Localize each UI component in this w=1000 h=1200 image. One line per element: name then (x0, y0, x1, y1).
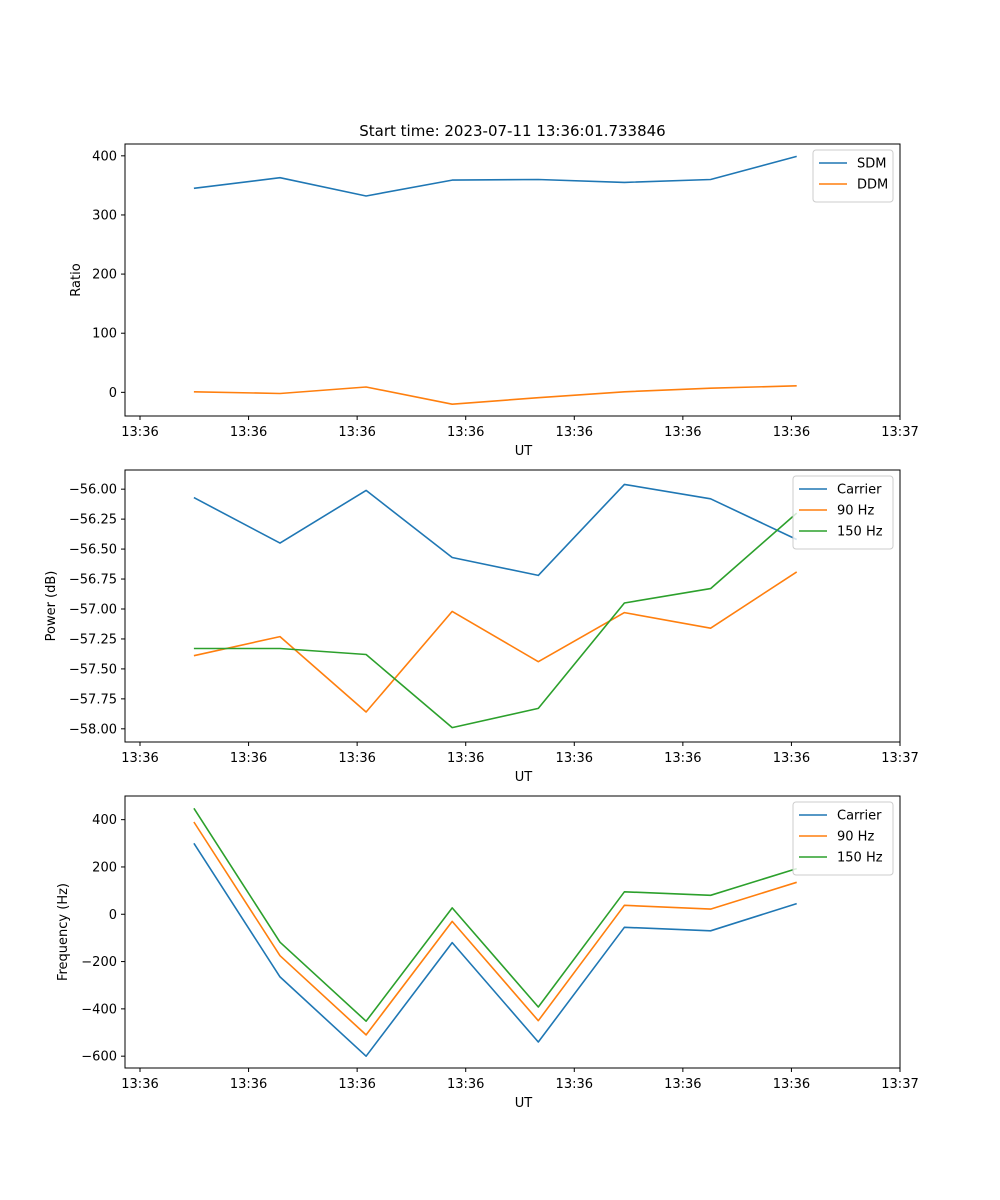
x-tick-label: 13:36 (664, 751, 701, 766)
y-tick-label: 400 (92, 813, 117, 828)
y-axis-label: Power (dB) (44, 571, 59, 642)
x-axis-label: UT (515, 444, 533, 459)
y-axis-label: Ratio (69, 263, 84, 296)
legend-label: SDM (857, 157, 886, 172)
x-tick-label: 13:36 (773, 1077, 810, 1092)
x-axis-label: UT (515, 1096, 533, 1111)
x-tick-label: 13:36 (121, 425, 158, 440)
x-tick-label: 13:37 (881, 425, 918, 440)
y-tick-label: −56.75 (69, 573, 117, 588)
legend: SDM DDM (812, 149, 894, 203)
y-tick-label: −56.50 (69, 543, 117, 558)
legend-label: DDM (857, 178, 888, 193)
y-axis-label: Frequency (Hz) (56, 883, 71, 981)
series-line-carrier (193, 842, 797, 1057)
x-tick-label: 13:36 (230, 425, 267, 440)
x-tick-label: 13:36 (121, 1077, 158, 1092)
y-tick-label: −56.25 (69, 513, 117, 528)
chart-panel-1: Start time: 2023-07-11 13:36:01.733846 13… (69, 122, 919, 459)
y-tick-label: −57.25 (69, 632, 117, 647)
y-tick-label: −57.50 (69, 662, 117, 677)
y-tick-label: −400 (81, 1002, 117, 1017)
x-tick-label: 13:36 (230, 751, 267, 766)
chart-title: Start time: 2023-07-11 13:36:01.733846 (359, 122, 665, 140)
chart-panel-2: 13:36 13:36 13:36 13:36 13:36 13:36 13:36 13:37… (44, 469, 919, 785)
legend: Carrier 90 Hz 150 Hz (792, 475, 894, 550)
legend-label: 150 Hz (837, 851, 883, 866)
y-tick-label: 100 (92, 327, 117, 342)
legend-label: 90 Hz (837, 504, 874, 519)
plot-frame (124, 795, 901, 1069)
x-tick-label: 13:36 (773, 425, 810, 440)
series-line-90-hz (193, 571, 798, 713)
x-tick-label: 13:36 (338, 751, 375, 766)
x-tick-label: 13:36 (556, 751, 593, 766)
x-tick-label: 13:37 (881, 751, 918, 766)
y-tick-label: 300 (92, 208, 117, 223)
legend-label: Carrier (837, 809, 882, 824)
x-tick-label: 13:36 (338, 1077, 375, 1092)
x-tick-label: 13:36 (664, 1077, 701, 1092)
y-tick-label: −56.00 (69, 483, 117, 498)
y-tick-label: 400 (92, 149, 117, 164)
x-tick-label: 13:36 (664, 425, 701, 440)
plot-frame (124, 143, 901, 417)
legend-label: Carrier (837, 483, 882, 498)
x-axis-label: UT (515, 770, 533, 785)
y-tick-label: −57.00 (69, 602, 117, 617)
x-tick-label: 13:36 (447, 425, 484, 440)
series-line-sdm (193, 155, 797, 197)
y-tick-label: −200 (81, 955, 117, 970)
y-tick-label: 200 (92, 860, 117, 875)
x-tick-label: 13:36 (556, 1077, 593, 1092)
x-tick-label: 13:36 (556, 425, 593, 440)
plot-frame (124, 469, 901, 743)
x-tick-label: 13:36 (447, 751, 484, 766)
x-tick-label: 13:36 (773, 751, 810, 766)
legend-label: 90 Hz (837, 830, 874, 845)
x-tick-label: 13:36 (230, 1077, 267, 1092)
y-tick-label: 200 (92, 268, 117, 283)
x-tick-label: 13:36 (121, 751, 158, 766)
series-line-carrier (193, 483, 798, 577)
series-line-150-hz (193, 807, 797, 1023)
legend: Carrier 90 Hz 150 Hz (792, 801, 894, 876)
y-tick-label: 0 (109, 386, 117, 401)
x-tick-label: 13:37 (881, 1077, 918, 1092)
x-tick-label: 13:36 (338, 425, 375, 440)
series-line-90-hz (193, 821, 797, 1036)
y-tick-label: −600 (81, 1050, 117, 1065)
chart-panel-3: 13:36 13:36 13:36 13:36 13:36 13:36 13:36 13:37… (56, 795, 919, 1111)
y-tick-label: −57.75 (69, 692, 117, 707)
legend-label: 150 Hz (837, 525, 883, 540)
series-line-ddm (193, 385, 797, 406)
x-tick-label: 13:36 (447, 1077, 484, 1092)
y-tick-label: 0 (109, 908, 117, 923)
series-line-150-hz (193, 512, 798, 729)
y-tick-label: −58.00 (69, 722, 117, 737)
